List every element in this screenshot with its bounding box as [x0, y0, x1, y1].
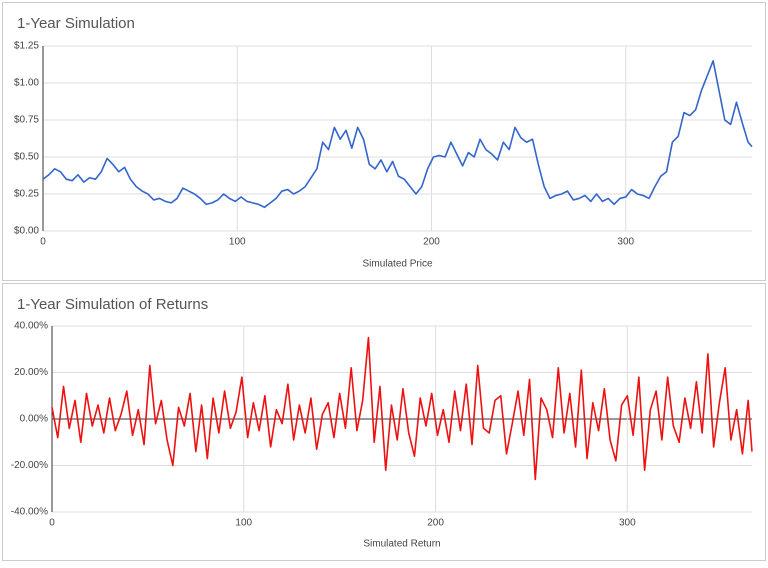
chart-title: 1-Year Simulation of Returns [17, 296, 208, 313]
y-tick-label: -20.00% [11, 460, 48, 471]
y-tick-label: 20.00% [14, 367, 48, 378]
x-tick-label: 0 [40, 237, 46, 248]
x-tick-label: 0 [49, 518, 55, 529]
y-tick-label: $1.25 [14, 41, 39, 52]
panel [2, 2, 766, 281]
panel [2, 283, 766, 561]
y-tick-label: 0.00% [20, 414, 48, 425]
x-tick-label: 100 [229, 237, 246, 248]
x-tick-label: 200 [423, 237, 440, 248]
x-axis-label: Simulated Price [362, 259, 432, 270]
chart-title: 1-Year Simulation [17, 15, 135, 32]
y-tick-label: -40.00% [11, 507, 48, 518]
data-line [42, 60, 753, 209]
y-tick-label: $0.00 [14, 226, 39, 237]
y-tick-label: 40.00% [14, 321, 48, 332]
x-tick-label: 100 [235, 518, 252, 529]
y-tick-label: $1.00 [14, 78, 39, 89]
x-tick-label: 300 [619, 518, 636, 529]
y-tick-label: $0.75 [14, 115, 39, 126]
x-tick-label: 300 [617, 237, 634, 248]
y-tick-label: $0.50 [14, 152, 39, 163]
y-tick-label: $0.25 [14, 189, 39, 200]
x-tick-label: 200 [427, 518, 444, 529]
x-axis-label: Simulated Return [363, 539, 440, 550]
data-line [51, 336, 753, 481]
